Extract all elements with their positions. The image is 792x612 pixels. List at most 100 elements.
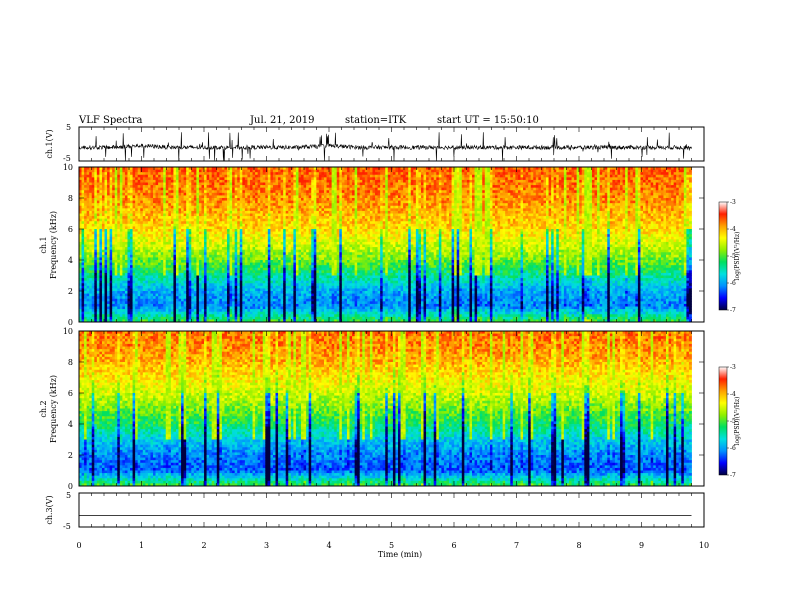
spectrogram-cell — [89, 229, 93, 232]
spectrogram-cell — [209, 262, 213, 266]
spectrogram-cell — [178, 203, 182, 207]
spectrogram-cell — [132, 291, 136, 294]
spectrogram-cell — [119, 278, 123, 282]
spectrogram-cell — [101, 218, 105, 222]
spectrogram-cell — [204, 208, 207, 212]
spectrogram-cell — [119, 239, 123, 243]
spectrogram-cell — [249, 301, 253, 305]
spectrogram-cell — [283, 311, 287, 315]
spectrogram-cell — [86, 278, 90, 282]
spectrogram-cell — [275, 249, 279, 253]
spectrogram-cell — [145, 252, 149, 256]
spectrogram-cell — [288, 280, 292, 284]
spectrogram-cell — [147, 239, 151, 243]
spectrogram-cell — [193, 179, 197, 183]
spectrogram-cell — [214, 247, 218, 251]
spectrogram-cell — [249, 182, 253, 186]
spectrogram-cell — [201, 203, 205, 207]
spectrogram-cell — [86, 293, 90, 297]
spectrogram-cell — [140, 226, 144, 230]
spectrogram-cell — [132, 169, 136, 173]
spectrogram-cell — [209, 210, 213, 214]
spectrogram-cell — [117, 278, 121, 282]
spectrogram-cell — [234, 254, 238, 258]
spectrogram-cell — [99, 254, 103, 258]
spectrogram-cell — [232, 278, 236, 282]
spectrogram-cell — [255, 195, 259, 199]
spectrogram-cell — [153, 239, 156, 243]
spectrogram-cell — [89, 252, 93, 256]
spectrogram-cell — [221, 187, 225, 191]
ch1-ytick-top: 5 — [66, 123, 71, 132]
spectrogram-cell — [107, 229, 111, 232]
spectrogram-cell — [278, 190, 282, 194]
spectrogram-cell — [255, 192, 259, 196]
spectrogram-cell — [160, 288, 164, 292]
spectrogram-cell — [227, 198, 230, 201]
spectrogram-cell — [181, 303, 185, 307]
spectrogram-cell — [127, 309, 131, 313]
spectrogram-cell — [285, 221, 289, 225]
spectrogram-cell — [150, 239, 154, 243]
spectrogram-cell — [193, 311, 197, 315]
spectrogram-cell — [147, 260, 151, 263]
spectrogram-cell — [153, 306, 156, 310]
spectrogram-cell — [114, 249, 118, 253]
spectrogram-cell — [242, 252, 246, 256]
spectrogram-cell — [132, 190, 136, 194]
spectrogram-cell — [283, 187, 287, 191]
spectrogram-cell — [160, 195, 164, 199]
spectrogram-cell — [283, 260, 287, 263]
spectrogram-cell — [89, 260, 93, 263]
spectrogram-cell — [221, 198, 225, 201]
spectrogram-cell — [150, 252, 154, 256]
spectrogram-cell — [117, 260, 121, 263]
spectrogram-cell — [132, 244, 136, 248]
spectrogram-cell — [247, 179, 251, 183]
spectrogram-cell — [216, 254, 220, 258]
spectrogram-cell — [165, 179, 169, 183]
spectrogram-cell — [96, 167, 100, 170]
spectrogram-cell — [216, 280, 220, 284]
spectrogram-cell — [163, 226, 167, 230]
spectrogram-cell — [170, 270, 174, 274]
spectrogram-cell — [99, 234, 103, 238]
spectrogram-cell — [280, 218, 284, 222]
spectrogram-cell — [272, 309, 276, 313]
spectrogram-cell — [244, 275, 248, 279]
spectrogram-cell — [153, 257, 156, 261]
spectrogram-cell — [214, 262, 218, 266]
spectrogram-cell — [285, 267, 289, 271]
spectrogram-cell — [196, 203, 200, 207]
spectrogram-cell — [244, 174, 248, 178]
spectrogram-cell — [122, 272, 126, 276]
spectrogram-cell — [193, 216, 197, 220]
spectrogram-cell — [255, 257, 259, 261]
spectrogram-cell — [204, 270, 207, 274]
spectrogram-cell — [206, 314, 210, 318]
spectrogram-cell — [288, 200, 292, 204]
spectrogram-cell — [201, 226, 205, 230]
spectrogram-cell — [91, 280, 95, 284]
spectrogram-cell — [227, 260, 230, 263]
spectrogram-cell — [186, 291, 190, 294]
spectrogram-cell — [227, 311, 230, 315]
spectrogram-cell — [219, 309, 223, 313]
spectrogram-cell — [132, 260, 136, 263]
spectrogram-cell — [285, 208, 289, 212]
spectrogram-cell — [145, 172, 149, 176]
spectrogram-cell — [142, 275, 146, 279]
spectrogram-cell — [89, 200, 93, 204]
spectrogram-cell — [81, 167, 85, 170]
spectrogram-cell — [155, 203, 159, 207]
spectrogram-cell — [91, 247, 95, 251]
spectrogram-cell — [153, 190, 156, 194]
spectrogram-cell — [107, 252, 111, 256]
spectrogram-cell — [173, 301, 177, 305]
spectrogram-cell — [160, 311, 164, 315]
spectrogram-cell — [232, 265, 236, 269]
spectrogram-cell — [272, 216, 276, 220]
spectrogram-cell — [178, 275, 182, 279]
spectrogram-cell — [186, 192, 190, 196]
spectrogram-cell — [81, 293, 85, 297]
